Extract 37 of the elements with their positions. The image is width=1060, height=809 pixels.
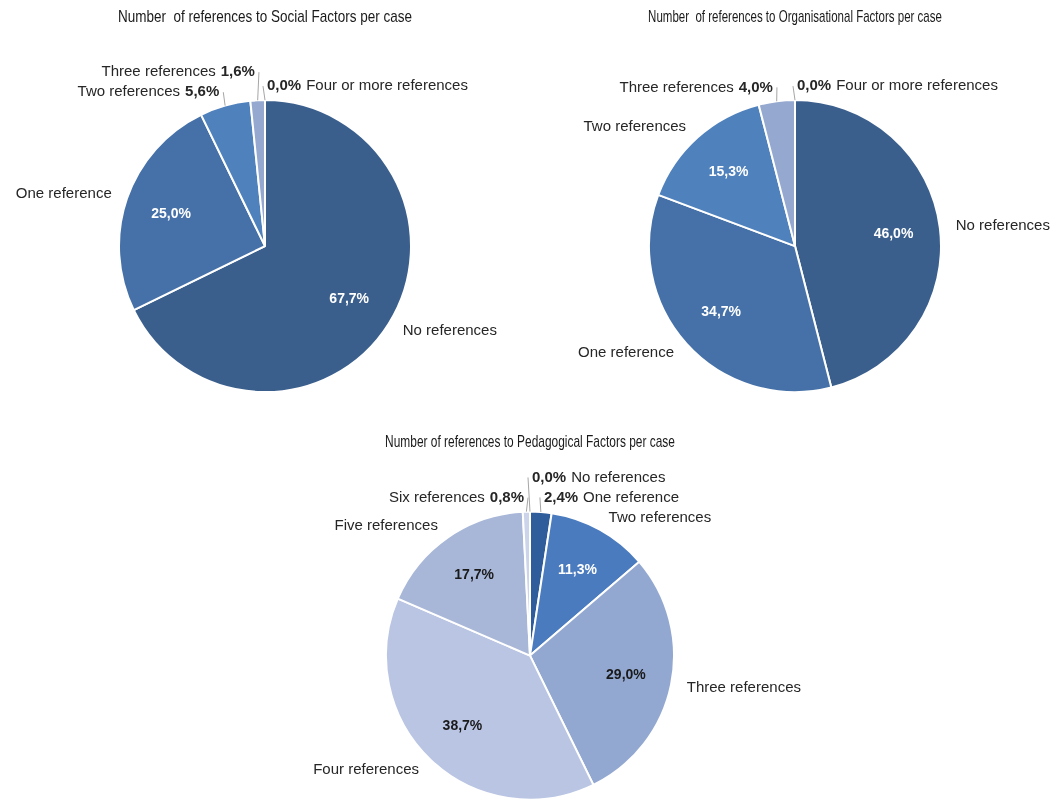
category-label: Four or more references: [306, 76, 468, 94]
slice-label: One reference: [583, 487, 679, 505]
data-label: 17,7%: [454, 566, 495, 583]
slice-label: Six references: [388, 487, 485, 505]
slice-label: One reference: [578, 343, 674, 361]
slice-label: Three references: [101, 62, 216, 80]
category-label: No references: [571, 467, 666, 485]
text: 0,0%: [532, 467, 567, 485]
chart-title: Number of references to Social Factors per case: [118, 7, 412, 26]
slice-label: Three references: [619, 77, 734, 95]
data-label: 38,7%: [442, 717, 483, 734]
slice-label: Three references: [686, 677, 801, 695]
slice-label: Two references: [77, 82, 181, 100]
data-label: 4,0%: [738, 77, 773, 95]
data-label: 15,3%: [708, 163, 750, 180]
data-label: 25,0%: [151, 204, 192, 221]
data-label: 46,0%: [873, 224, 914, 241]
data-label: 5,6%: [185, 82, 220, 100]
text: 0,0%: [267, 76, 302, 94]
data-label: 67,7%: [329, 289, 370, 306]
category-label: Four or more references: [836, 76, 998, 94]
data-label: 2,4%: [543, 487, 579, 505]
slice-label: Two references: [583, 117, 687, 135]
text: 0,0%: [797, 76, 832, 94]
slice-label: One reference: [15, 184, 112, 202]
slice-label: No references: [402, 320, 497, 338]
data-label: 29,0%: [606, 666, 647, 683]
slice-label: No references: [955, 216, 1050, 234]
data-label: 1,6%: [220, 62, 255, 80]
slice-label: Four references: [313, 760, 420, 778]
chart-title: Number of references to Organisational Factors per case: [648, 7, 943, 26]
slice-label: Two references: [608, 507, 712, 525]
chart-title: Number of references to Pedagogical Factors per case: [385, 432, 676, 451]
data-label: 34,7%: [701, 303, 742, 320]
data-label: 11,3%: [558, 560, 598, 577]
slice-label: Five references: [334, 515, 438, 533]
data-label: 0,8%: [489, 487, 525, 505]
